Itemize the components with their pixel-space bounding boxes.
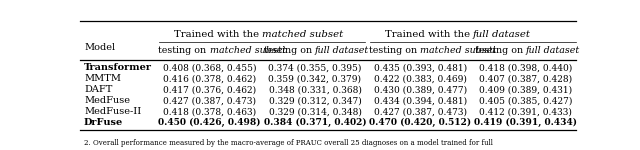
Text: MedFuse: MedFuse — [84, 96, 130, 105]
Text: matched subset: matched subset — [420, 46, 497, 55]
Text: Model: Model — [84, 43, 115, 52]
Text: 2. Overall performance measured by the macro-average of PRAUC overall 25 diagnos: 2. Overall performance measured by the m… — [84, 139, 493, 147]
Text: testing on: testing on — [475, 46, 526, 55]
Text: 0.422 (0.383, 0.469): 0.422 (0.383, 0.469) — [374, 74, 467, 83]
Text: 0.417 (0.376, 0.462): 0.417 (0.376, 0.462) — [163, 85, 256, 94]
Text: testing on: testing on — [369, 46, 420, 55]
Text: 0.329 (0.314, 0.348): 0.329 (0.314, 0.348) — [269, 107, 362, 116]
Text: full dataset: full dataset — [526, 46, 580, 55]
Text: 0.405 (0.385, 0.427): 0.405 (0.385, 0.427) — [479, 96, 572, 105]
Text: matched subset: matched subset — [262, 30, 344, 39]
Text: 0.329 (0.312, 0.347): 0.329 (0.312, 0.347) — [269, 96, 362, 105]
Text: 0.430 (0.389, 0.477): 0.430 (0.389, 0.477) — [374, 85, 467, 94]
Text: 0.435 (0.393, 0.481): 0.435 (0.393, 0.481) — [374, 63, 467, 72]
Text: DrFuse: DrFuse — [84, 118, 124, 127]
Text: 0.407 (0.387, 0.428): 0.407 (0.387, 0.428) — [479, 74, 572, 83]
Text: full dataset: full dataset — [473, 30, 531, 39]
Text: 0.419 (0.391, 0.434): 0.419 (0.391, 0.434) — [474, 118, 577, 127]
Text: 0.348 (0.331, 0.368): 0.348 (0.331, 0.368) — [269, 85, 362, 94]
Text: 0.409 (0.389, 0.431): 0.409 (0.389, 0.431) — [479, 85, 572, 94]
Text: 0.434 (0.394, 0.481): 0.434 (0.394, 0.481) — [374, 96, 467, 105]
Text: MMTM: MMTM — [84, 74, 121, 83]
Text: 0.374 (0.355, 0.395): 0.374 (0.355, 0.395) — [268, 63, 362, 72]
Text: 0.359 (0.342, 0.379): 0.359 (0.342, 0.379) — [269, 74, 362, 83]
Text: 0.408 (0.368, 0.455): 0.408 (0.368, 0.455) — [163, 63, 257, 72]
Text: MedFuse-II: MedFuse-II — [84, 107, 141, 116]
Text: testing on: testing on — [159, 46, 209, 55]
Text: full dataset: full dataset — [315, 46, 369, 55]
Text: 0.470 (0.420, 0.512): 0.470 (0.420, 0.512) — [369, 118, 472, 127]
Text: Trained with the: Trained with the — [174, 30, 262, 39]
Text: DAFT: DAFT — [84, 85, 113, 94]
Text: Transformer: Transformer — [84, 63, 152, 72]
Text: testing on: testing on — [264, 46, 315, 55]
Text: 0.450 (0.426, 0.498): 0.450 (0.426, 0.498) — [158, 118, 261, 127]
Text: 0.418 (0.398, 0.440): 0.418 (0.398, 0.440) — [479, 63, 572, 72]
Text: 0.384 (0.371, 0.402): 0.384 (0.371, 0.402) — [264, 118, 366, 127]
Text: 0.427 (0.387, 0.473): 0.427 (0.387, 0.473) — [374, 107, 467, 116]
Text: 0.416 (0.378, 0.462): 0.416 (0.378, 0.462) — [163, 74, 256, 83]
Text: 0.412 (0.391, 0.433): 0.412 (0.391, 0.433) — [479, 107, 572, 116]
Text: matched subset: matched subset — [209, 46, 286, 55]
Text: 0.418 (0.378, 0.463): 0.418 (0.378, 0.463) — [163, 107, 256, 116]
Text: Trained with the: Trained with the — [385, 30, 473, 39]
Text: 0.427 (0.387, 0.473): 0.427 (0.387, 0.473) — [163, 96, 256, 105]
